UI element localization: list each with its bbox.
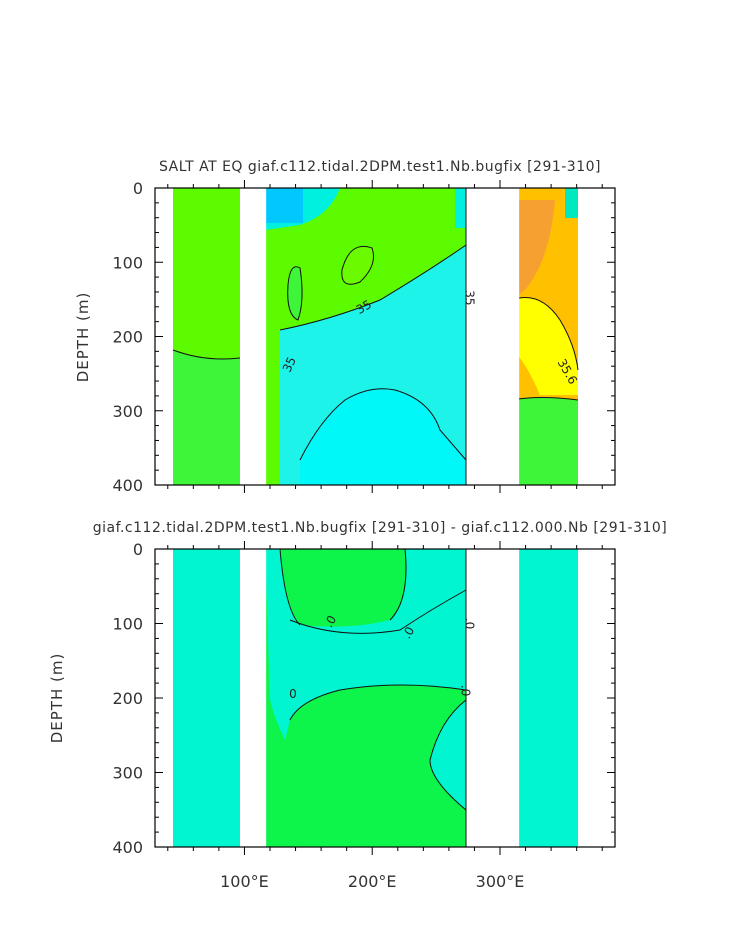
top-region-eastedge-cyan <box>455 188 466 228</box>
top-region-green-blob-2 <box>287 266 303 320</box>
bottom-region-west-aqua <box>173 549 240 847</box>
bottom-panel: giaf.c112.tidal.2DPM.test1.Nb.bugfix [29… <box>48 520 667 891</box>
bottom-contour-line <box>289 684 467 721</box>
y-tick-label: 400 <box>112 476 143 495</box>
y-tick-label: 0 <box>133 540 143 559</box>
y-tick-label: 300 <box>112 402 143 421</box>
top-region-west-deep <box>173 350 240 485</box>
bottom-region-mid-aqua-band <box>290 590 466 720</box>
bottom-panel-y-axis-label: DEPTH (m) <box>48 653 66 744</box>
top-panel-y-ticks: 0 100 200 300 400 <box>112 179 615 495</box>
bottom-panel-title: giaf.c112.tidal.2DPM.test1.Nb.bugfix [29… <box>93 520 668 536</box>
land-gap <box>471 188 520 485</box>
y-tick-label: 0 <box>133 179 143 198</box>
contour-label: .0 <box>463 618 477 629</box>
top-region-west-blue <box>265 188 303 223</box>
bottom-region-east-aqua <box>512 549 578 847</box>
top-contour-line <box>341 245 374 285</box>
y-tick-label: 100 <box>112 253 143 272</box>
top-region-east-orange <box>512 200 555 300</box>
land-gap <box>240 188 267 485</box>
top-region-central-deep-cyan <box>300 388 466 485</box>
top-panel-title: SALT AT EQ giaf.c112.tidal.2DPM.test1.Nb… <box>159 159 601 175</box>
contour-label: .0 <box>459 685 473 696</box>
bottom-contour-line <box>279 548 301 626</box>
bottom-panel-x-ticks: 100°E 200°E 300°E <box>167 541 603 891</box>
top-contour-line <box>172 349 241 360</box>
top-panel-x-ticks <box>167 180 603 493</box>
x-tick-label: 300°E <box>476 872 525 891</box>
x-tick-label: 200°E <box>348 872 397 891</box>
contour-label: 0 <box>289 687 297 701</box>
top-region-east-yellow <box>512 297 578 395</box>
top-contour-line <box>299 388 467 461</box>
top-region-east-teal-edge <box>565 188 578 218</box>
bottom-contour-line <box>289 589 467 634</box>
bottom-contour-line <box>389 548 407 621</box>
top-panel-field <box>172 188 579 485</box>
y-tick-label: 200 <box>112 328 143 347</box>
y-tick-label: 300 <box>112 764 143 783</box>
top-panel: SALT AT EQ giaf.c112.tidal.2DPM.test1.Nb… <box>74 159 616 495</box>
top-region-east-green <box>512 397 578 485</box>
bottom-panel-field <box>173 548 578 847</box>
x-tick-label: 100°E <box>220 872 269 891</box>
bottom-contour-line <box>429 699 467 811</box>
y-tick-label: 400 <box>112 838 143 857</box>
land-gap <box>471 549 520 847</box>
top-contour-line <box>279 244 467 331</box>
y-tick-label: 200 <box>112 689 143 708</box>
land-gap <box>240 549 267 847</box>
contour-label: 35 <box>280 355 299 375</box>
top-region-green-blob-1 <box>341 246 374 285</box>
top-contour-line <box>511 297 579 371</box>
bottom-panel-land-gaps <box>155 549 615 847</box>
bottom-panel-y-ticks: 0 100 200 300 400 <box>112 540 615 857</box>
y-tick-label: 100 <box>112 615 143 634</box>
contour-label: 35 <box>463 290 477 305</box>
contour-label: 35 <box>354 297 374 317</box>
top-panel-y-axis-label: DEPTH (m) <box>74 292 92 383</box>
top-contour-line <box>287 266 303 321</box>
